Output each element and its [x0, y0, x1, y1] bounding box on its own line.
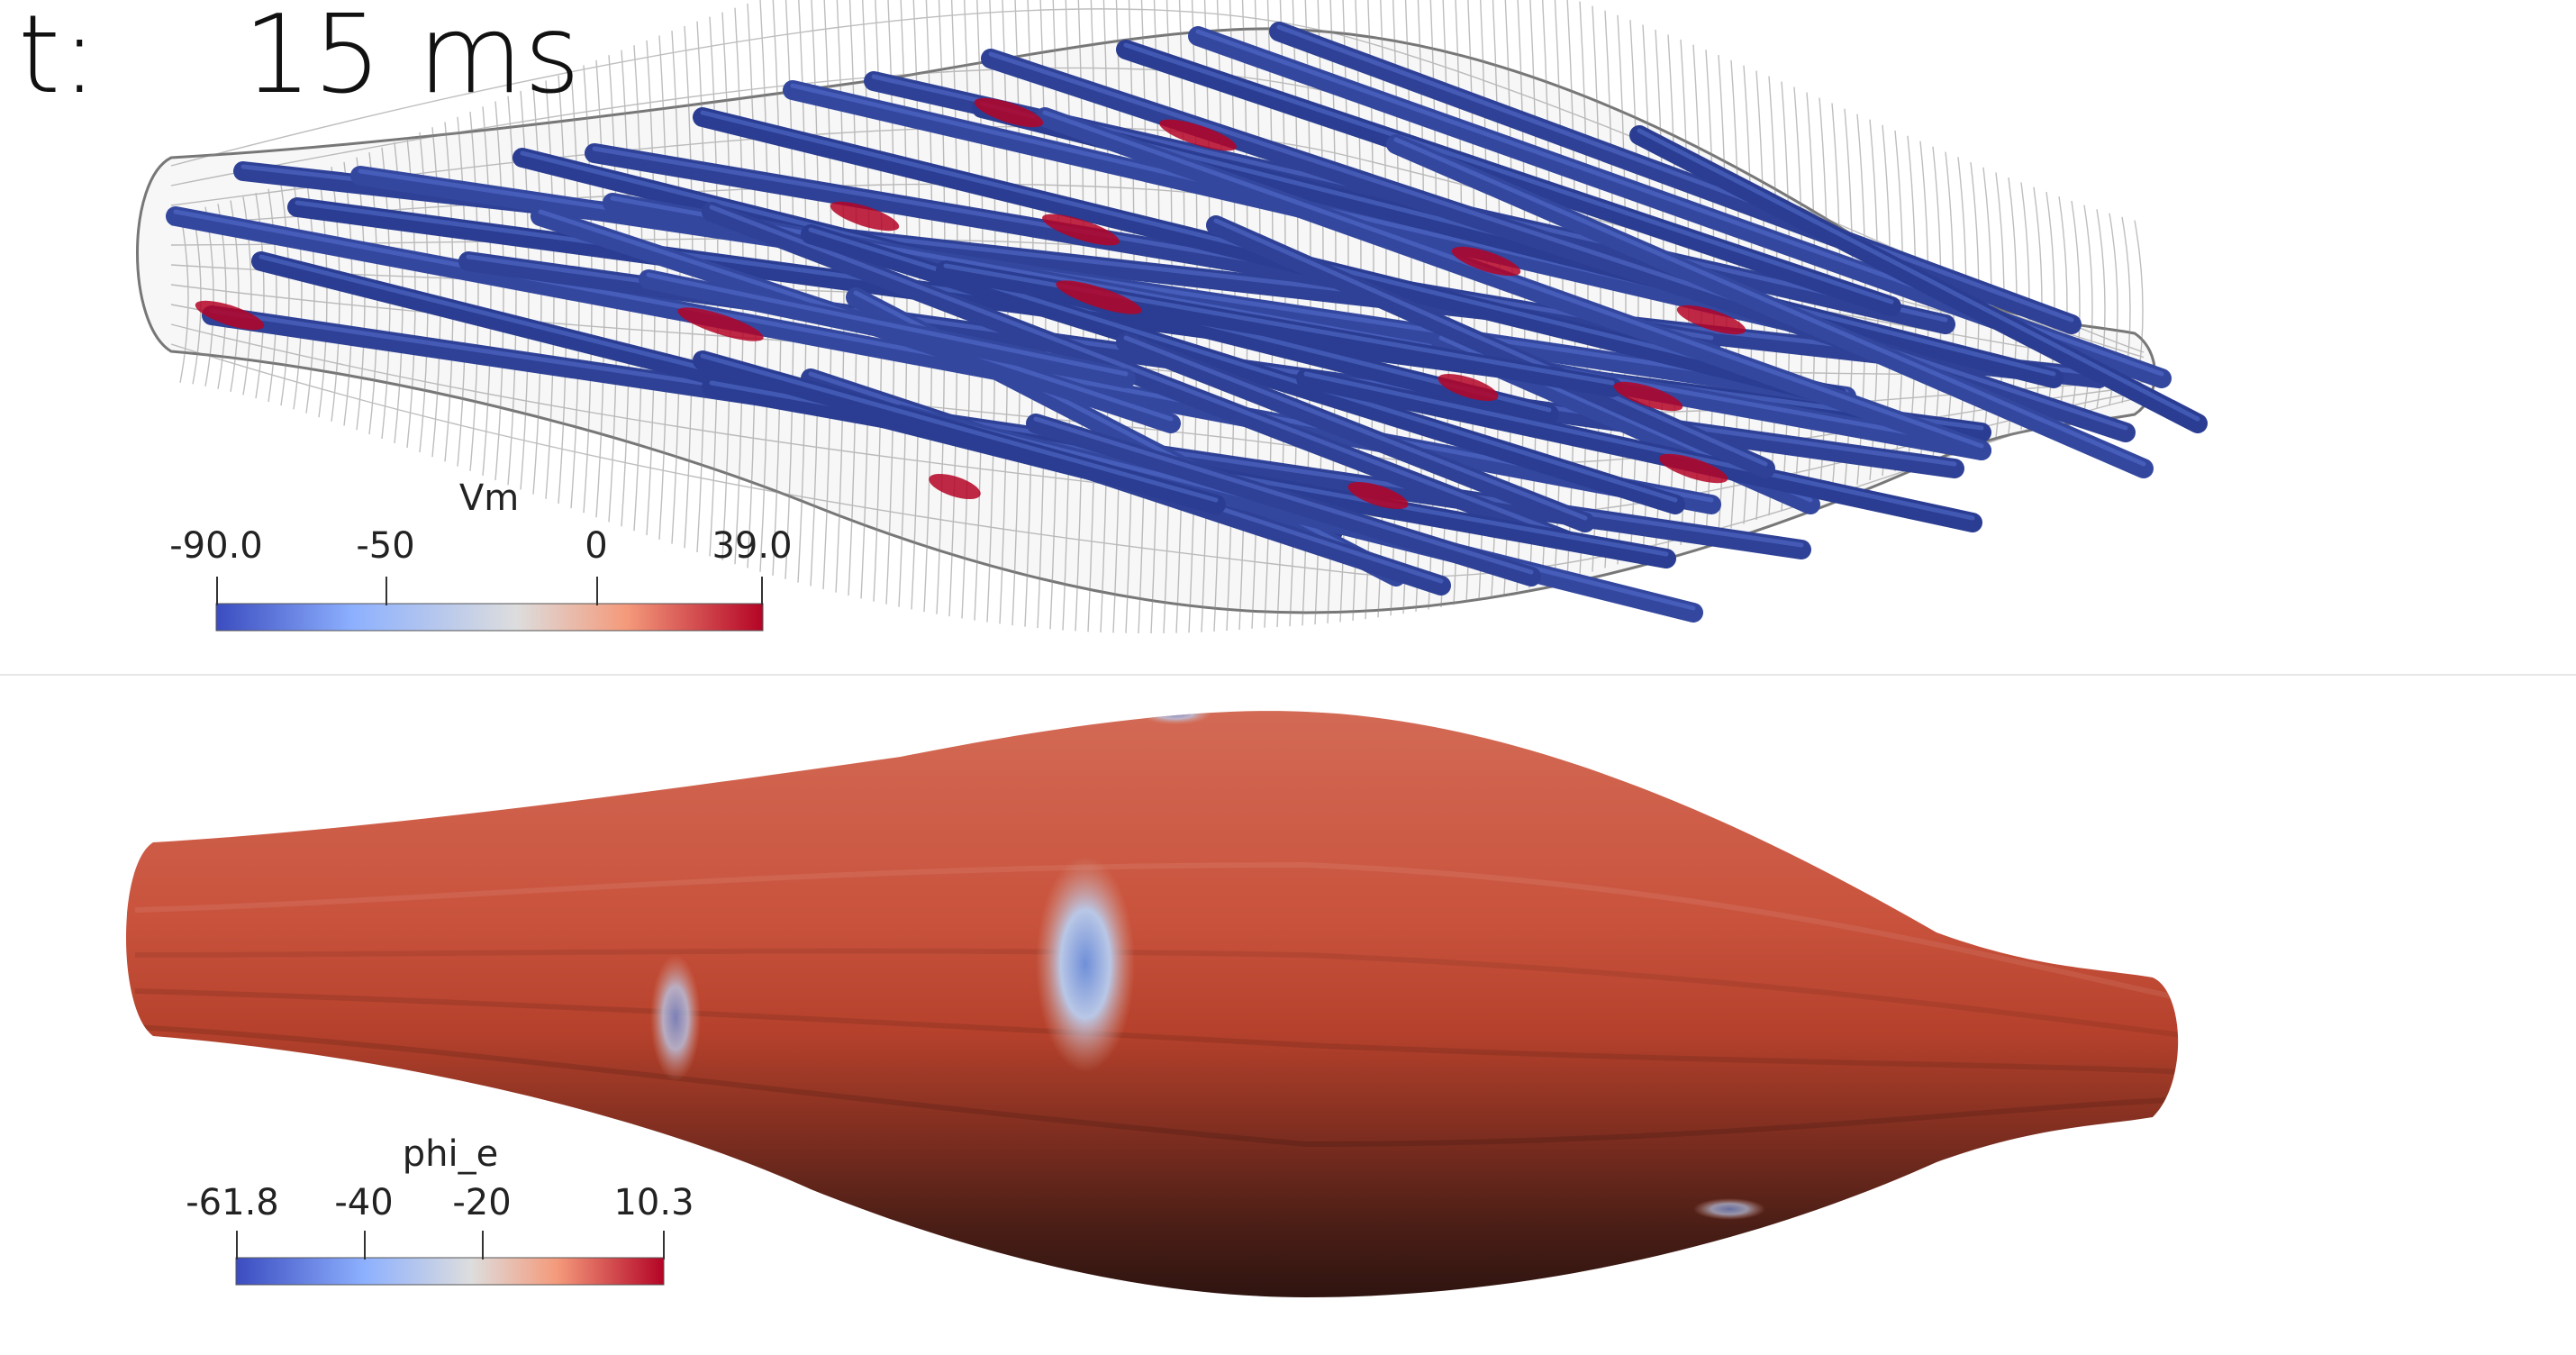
phi-e-colorbar — [235, 1257, 665, 1286]
vm-tick-mark — [761, 577, 763, 605]
activation-spot — [677, 307, 764, 341]
vm-tick-mark — [596, 577, 598, 605]
blue-activation-spot — [1036, 856, 1135, 1072]
muscle-fiber — [1386, 134, 2154, 478]
phi-e-tick-label: -20 — [452, 1182, 512, 1223]
time-value: 15 ms — [243, 0, 582, 118]
activation-spot — [830, 201, 900, 232]
activation-spot — [974, 97, 1044, 128]
activation-spot — [1658, 453, 1728, 484]
activation-spot — [1347, 481, 1409, 510]
muscle-surface — [126, 711, 2179, 1297]
phi-e-tick-mark — [663, 1231, 665, 1260]
activation-spot — [1451, 246, 1521, 277]
activation-spot — [1056, 280, 1142, 314]
vm-tick-mark — [385, 577, 387, 605]
muscle-fiber — [639, 269, 1136, 388]
muscle-fiber — [1116, 332, 1595, 532]
muscle-fiber — [1296, 368, 1982, 532]
vm-tick-label: -90.0 — [169, 525, 263, 567]
activation-spot — [195, 300, 265, 331]
muscle-fiber — [936, 260, 1622, 397]
vm-tick-label: 0 — [585, 525, 608, 567]
vm-colorbar — [215, 603, 764, 632]
muscle-fiber — [1269, 22, 2082, 334]
activation-spot — [1676, 305, 1746, 335]
vm-legend-title: Vm — [458, 477, 520, 519]
activation-spot — [1438, 373, 1499, 402]
time-prefix: t: — [18, 0, 99, 118]
muscle-fiber — [1035, 107, 1991, 460]
muscle-fiber — [1026, 414, 1541, 587]
activation-spot — [1613, 381, 1683, 412]
phi-e-tick-label: -61.8 — [186, 1182, 279, 1223]
activation-spot — [1042, 214, 1120, 246]
phi-e-legend-title: phi_e — [402, 1133, 499, 1175]
muscle-fiber — [166, 206, 1721, 514]
vm-tick-mark — [216, 577, 218, 605]
time-label: t: 15 ms — [18, 0, 580, 121]
muscle-fiber — [702, 202, 1577, 550]
muscle-fiber — [1116, 40, 1901, 316]
activation-spot — [929, 474, 981, 499]
muscle-fiber — [1206, 215, 1775, 478]
phi-e-tick-label: -40 — [334, 1182, 394, 1223]
phi-e-tick-mark — [364, 1231, 366, 1260]
vm-tick-label: -50 — [356, 525, 415, 567]
phi-e-tick-label: 10.3 — [613, 1182, 694, 1223]
phi-e-tick-mark — [482, 1231, 484, 1260]
muscle-fiber — [1629, 125, 2208, 433]
muscle-fiber — [693, 350, 1226, 514]
phi-e-tick-mark — [236, 1231, 238, 1260]
fiber-bundle — [166, 22, 2208, 623]
vm-tick-label: 39.0 — [712, 525, 793, 567]
activation-spot — [1159, 119, 1237, 151]
